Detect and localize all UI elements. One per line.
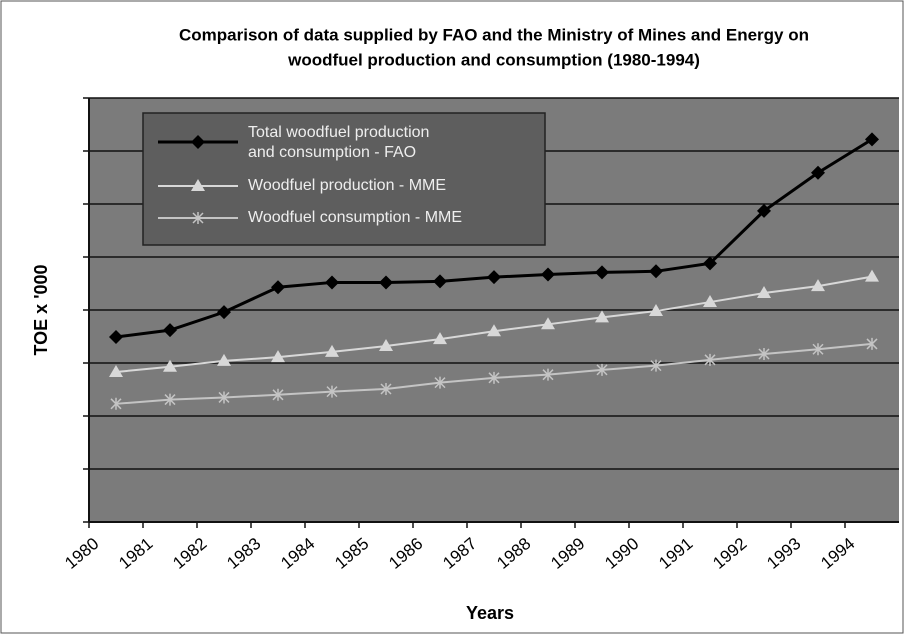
data-point	[757, 286, 771, 299]
legend-box	[142, 112, 546, 246]
legend-marker	[191, 179, 205, 191]
data-point	[217, 353, 231, 366]
data-point	[541, 267, 555, 282]
data-point	[596, 363, 608, 376]
data-point	[704, 353, 716, 366]
data-point	[866, 337, 878, 350]
data-point	[649, 264, 663, 279]
data-point	[109, 365, 123, 378]
data-point	[271, 280, 285, 295]
data-point	[271, 350, 285, 363]
data-point	[433, 274, 447, 289]
data-point	[811, 279, 825, 292]
data-point	[217, 305, 231, 320]
data-point	[433, 332, 447, 345]
legend-label: Total woodfuel production and consumption…	[248, 124, 429, 161]
data-point	[163, 323, 177, 338]
data-point	[595, 310, 609, 323]
data-point	[865, 269, 879, 282]
data-point	[595, 265, 609, 280]
data-point	[542, 368, 554, 381]
legend-label: Woodfuel production - MME	[248, 177, 446, 194]
data-point	[703, 295, 717, 308]
data-point	[487, 324, 501, 337]
data-point	[109, 330, 123, 345]
data-point	[272, 388, 284, 401]
data-point	[812, 343, 824, 356]
data-point	[757, 203, 771, 218]
data-point	[164, 393, 176, 406]
data-point	[541, 317, 555, 330]
legend-marker	[191, 135, 205, 149]
data-point	[379, 275, 393, 290]
data-point	[380, 382, 392, 395]
data-point	[110, 397, 122, 410]
chart-title-line2: woodfuel production and consumption (198…	[287, 50, 700, 69]
data-point	[325, 344, 339, 357]
chart-title: Comparison of data supplied by FAO and t…	[179, 25, 809, 44]
data-point	[326, 385, 338, 398]
legend-label: Woodfuel consumption - MME	[248, 209, 462, 226]
data-point	[434, 376, 446, 389]
legend-marker	[192, 212, 204, 224]
x-axis-label: Years	[466, 603, 514, 623]
data-point	[379, 339, 393, 352]
data-point	[488, 371, 500, 384]
data-point	[163, 359, 177, 372]
y-axis-label: TOE x '000	[31, 264, 51, 355]
data-point	[865, 132, 879, 147]
data-point	[703, 256, 717, 271]
data-point	[487, 270, 501, 285]
data-point	[218, 391, 230, 404]
data-point	[811, 165, 825, 180]
data-point	[325, 275, 339, 290]
data-point	[650, 359, 662, 372]
data-point	[649, 304, 663, 317]
data-point	[758, 347, 770, 360]
